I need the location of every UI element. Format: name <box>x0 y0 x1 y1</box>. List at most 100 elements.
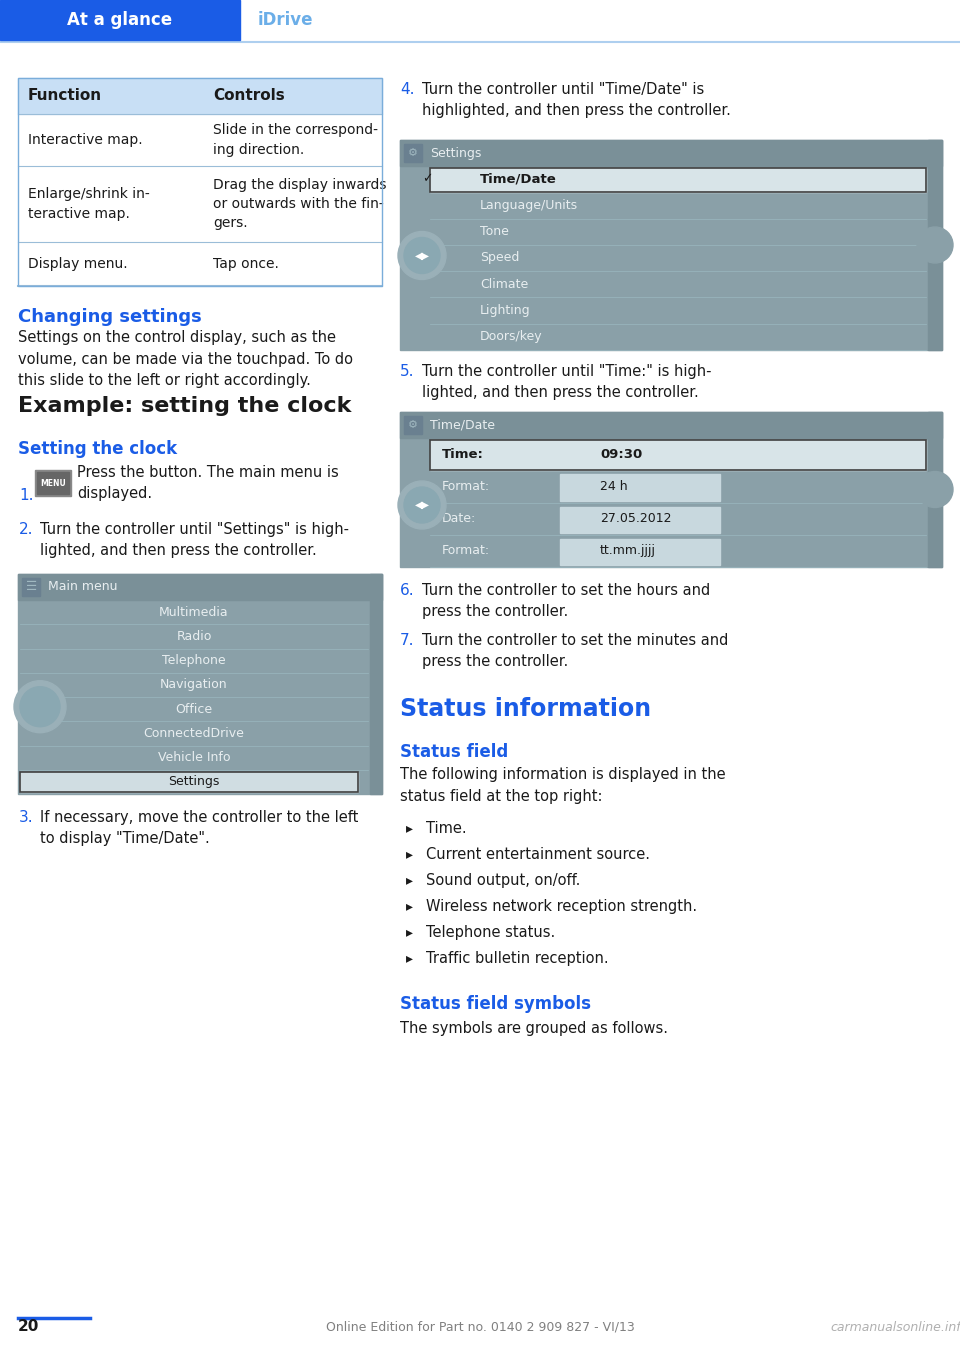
Text: Changing settings: Changing settings <box>18 308 202 326</box>
Bar <box>404 144 422 162</box>
Circle shape <box>404 488 440 523</box>
Text: ▸: ▸ <box>406 873 413 887</box>
Bar <box>928 140 942 350</box>
Text: 09:30: 09:30 <box>600 448 642 460</box>
Text: Multimedia: Multimedia <box>159 606 228 618</box>
Text: ▸: ▸ <box>406 899 413 913</box>
Text: At a glance: At a glance <box>67 11 173 29</box>
Text: ◀▶: ◀▶ <box>415 251 429 260</box>
Circle shape <box>398 232 446 279</box>
Text: 27.05.2012: 27.05.2012 <box>600 512 671 526</box>
Text: Main menu: Main menu <box>48 580 117 594</box>
Bar <box>18 78 382 286</box>
Text: Status field symbols: Status field symbols <box>400 996 591 1013</box>
Text: Time:: Time: <box>442 448 484 460</box>
Bar <box>560 474 720 500</box>
Bar <box>20 772 358 791</box>
Text: MENU: MENU <box>40 478 66 488</box>
Text: Press the button. The main menu is
displayed.: Press the button. The main menu is displ… <box>77 464 339 501</box>
Text: 7.: 7. <box>400 633 415 648</box>
Circle shape <box>404 237 440 274</box>
Circle shape <box>917 227 953 263</box>
Text: Turn the controller to set the minutes and
press the controller.: Turn the controller to set the minutes a… <box>422 633 729 669</box>
Circle shape <box>917 471 953 508</box>
Text: ▸: ▸ <box>406 951 413 966</box>
Text: Controls: Controls <box>213 89 285 104</box>
Bar <box>430 440 926 470</box>
Text: ☰: ☰ <box>26 580 37 594</box>
Text: 6.: 6. <box>400 583 415 598</box>
Bar <box>928 411 942 567</box>
Text: 4.: 4. <box>400 82 415 97</box>
Text: 2.: 2. <box>19 522 34 537</box>
Text: 3.: 3. <box>19 810 34 825</box>
Bar <box>560 507 720 533</box>
Text: ✓: ✓ <box>422 173 433 185</box>
Text: 1.: 1. <box>19 489 34 504</box>
Text: Turn the controller until "Settings" is high-
lighted, and then press the contro: Turn the controller until "Settings" is … <box>40 522 349 558</box>
Text: Climate: Climate <box>480 278 528 290</box>
Circle shape <box>398 481 446 528</box>
Text: Tap once.: Tap once. <box>213 257 278 271</box>
Text: carmanualsonline.info: carmanualsonline.info <box>830 1321 960 1333</box>
Bar <box>35 470 71 496</box>
Text: Enlarge/shrink in-
teractive map.: Enlarge/shrink in- teractive map. <box>28 187 150 221</box>
Text: Status field: Status field <box>400 744 508 761</box>
Text: Status information: Status information <box>400 697 651 720</box>
Text: Settings on the control display, such as the
volume, can be made via the touchpa: Settings on the control display, such as… <box>18 330 353 388</box>
Bar <box>18 78 382 114</box>
Bar <box>18 573 382 601</box>
Bar <box>37 473 69 494</box>
Text: ⚙: ⚙ <box>408 148 418 158</box>
Text: Time/Date: Time/Date <box>480 173 557 185</box>
Text: Format:: Format: <box>442 479 491 493</box>
Text: Speed: Speed <box>480 252 519 264</box>
Bar <box>400 140 942 166</box>
Bar <box>400 411 942 567</box>
Text: Vehicle Info: Vehicle Info <box>157 750 230 764</box>
Text: Date:: Date: <box>442 512 476 526</box>
Text: Settings: Settings <box>430 147 481 159</box>
Text: Time/Date: Time/Date <box>430 418 495 432</box>
Text: Current entertainment source.: Current entertainment source. <box>426 847 650 862</box>
Bar <box>400 411 942 439</box>
Text: 5.: 5. <box>400 364 415 379</box>
Text: iDrive: iDrive <box>258 11 314 29</box>
Text: ◀▶: ◀▶ <box>415 500 429 509</box>
Text: ▸: ▸ <box>406 847 413 861</box>
Text: Time.: Time. <box>426 821 467 836</box>
Text: Radio: Radio <box>177 629 212 643</box>
Text: Doors/key: Doors/key <box>480 331 542 343</box>
Text: Display menu.: Display menu. <box>28 257 128 271</box>
Bar <box>560 539 720 565</box>
Text: Interactive map.: Interactive map. <box>28 133 143 147</box>
Bar <box>400 140 942 350</box>
Text: 24 h: 24 h <box>600 479 628 493</box>
Text: Telephone: Telephone <box>162 654 226 667</box>
Text: Online Edition for Part no. 0140 2 909 827 - VI/13: Online Edition for Part no. 0140 2 909 8… <box>325 1321 635 1333</box>
Text: The symbols are grouped as follows.: The symbols are grouped as follows. <box>400 1022 668 1036</box>
Text: Office: Office <box>176 703 212 715</box>
Text: Sound output, on/off.: Sound output, on/off. <box>426 873 581 888</box>
Bar <box>404 415 422 434</box>
Text: Settings: Settings <box>168 775 220 789</box>
Text: ConnectedDrive: ConnectedDrive <box>144 727 245 740</box>
Text: ⚙: ⚙ <box>408 419 418 430</box>
Text: Lighting: Lighting <box>480 304 531 317</box>
Text: Wireless network reception strength.: Wireless network reception strength. <box>426 899 697 914</box>
Text: The following information is displayed in the
status field at the top right:: The following information is displayed i… <box>400 767 726 804</box>
Bar <box>370 573 382 794</box>
Text: 20: 20 <box>18 1318 39 1333</box>
Text: Drag the display inwards
or outwards with the fin-
gers.: Drag the display inwards or outwards wit… <box>213 177 387 230</box>
Bar <box>430 168 926 192</box>
Text: Turn the controller until "Time/Date" is
highlighted, and then press the control: Turn the controller until "Time/Date" is… <box>422 82 731 118</box>
Text: Navigation: Navigation <box>160 678 228 692</box>
Bar <box>430 440 926 470</box>
Bar <box>430 168 926 192</box>
Text: Tone: Tone <box>480 225 509 238</box>
Text: Setting the clock: Setting the clock <box>18 440 178 458</box>
Bar <box>0 0 240 39</box>
Text: Language/Units: Language/Units <box>480 199 578 212</box>
Text: Turn the controller until "Time:" is high-
lighted, and then press the controlle: Turn the controller until "Time:" is hig… <box>422 364 711 400</box>
Text: Turn the controller to set the hours and
press the controller.: Turn the controller to set the hours and… <box>422 583 710 618</box>
